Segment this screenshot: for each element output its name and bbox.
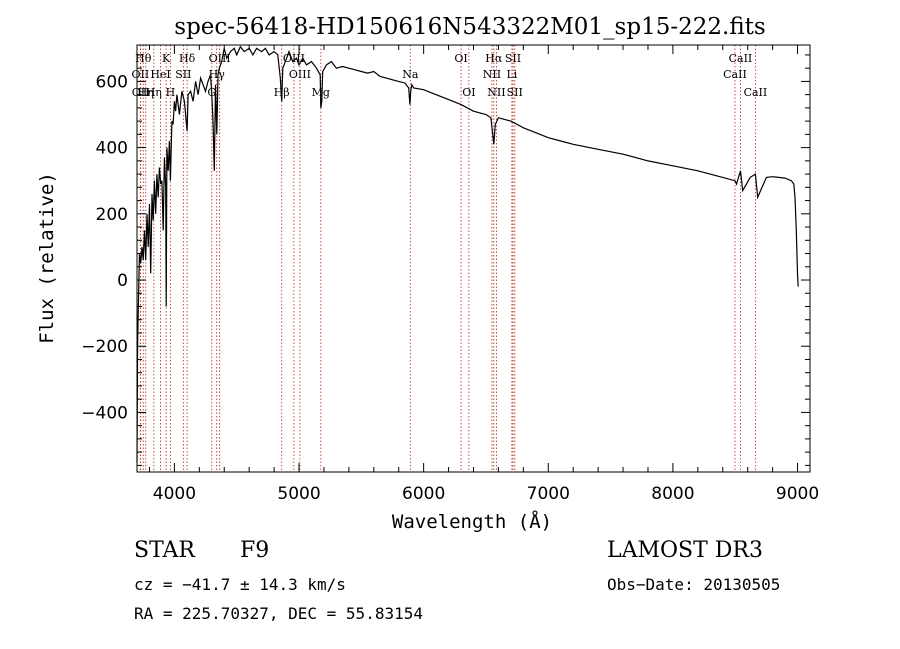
y-tick-label: 600 [96,72,128,92]
line-marker-label: H [166,86,176,99]
line-marker-label: OI [462,86,475,99]
redshift-velocity: cz = −41.7 ± 14.3 km/s [134,575,346,594]
chart-title: spec-56418-HD150616N543322M01_sp15-222.f… [174,14,765,40]
line-marker-label: CaII [744,86,768,99]
x-axis-label: Wavelength (Å) [392,510,552,533]
x-tick-label: 5000 [277,484,320,504]
line-marker-label: NII [487,86,505,99]
line-marker-label: Hη [146,86,162,99]
line-marker-label: Li [506,68,517,81]
line-marker-label: HeI [150,68,170,81]
y-tick-label: −400 [81,403,128,423]
ra-dec-coordinates: RA = 225.70327, DEC = 55.83154 [134,604,423,623]
y-tick-label: 200 [96,205,128,225]
object-class: STAR [134,538,195,563]
line-markers [139,45,756,472]
line-marker-label: SII [505,52,521,65]
line-marker-label: SII [507,86,523,99]
line-marker-label: Hθ [135,52,152,65]
line-marker-label: OIII [209,52,231,65]
y-axis-label: Flux (relative) [36,172,58,344]
y-tick-label: −200 [81,337,128,357]
survey-release: LAMOST DR3 [607,538,763,563]
line-marker-label: NII [483,68,501,81]
line-marker-label: OII [132,68,150,81]
line-marker-label: CaII [729,52,753,65]
line-marker-label: Na [402,68,419,81]
line-marker-label: OIII [289,68,311,81]
x-tick-label: 7000 [527,484,570,504]
line-marker-label: OIII [283,52,305,65]
line-marker-label: SII [175,68,191,81]
y-axis-ticks: −400 −200 0 200 400 600 [81,54,810,466]
observation-date: Obs−Date: 20130505 [607,575,781,594]
x-tick-label: 9000 [776,484,819,504]
x-tick-label: 4000 [153,484,196,504]
line-marker-label: K [162,52,171,65]
x-tick-label: 6000 [402,484,445,504]
y-tick-label: 400 [96,139,128,159]
line-marker-label: Hη [138,86,154,99]
line-marker-label: Hγ [209,68,226,81]
x-axis-ticks: 4000 5000 6000 7000 8000 9000 [148,45,819,504]
x-tick-label: 8000 [651,484,694,504]
plot-frame [136,44,811,473]
line-marker-label: Hδ [179,52,196,65]
flux-series-line [136,45,799,463]
line-marker-label: OI [454,52,467,65]
y-tick-label: 0 [117,271,128,291]
object-subclass: F9 [240,538,270,563]
line-marker-label: CaII [723,68,747,81]
line-marker-label: OII [132,86,150,99]
line-marker-label: Hα [485,52,503,65]
